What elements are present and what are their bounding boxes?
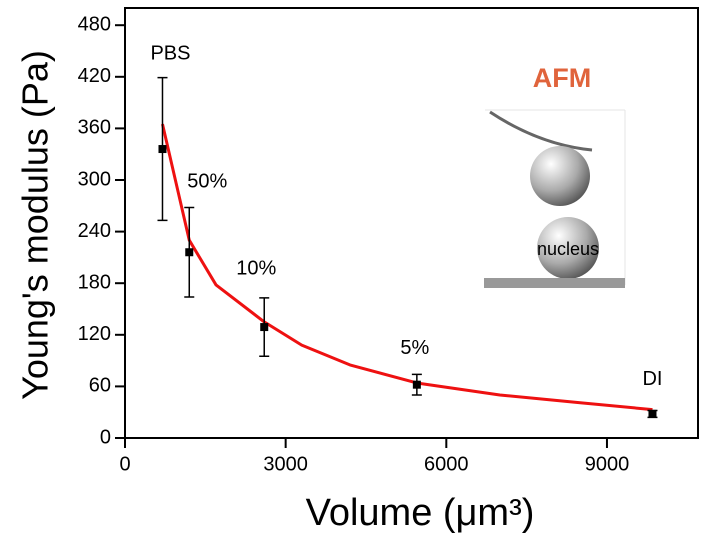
y-tick-label: 120 (78, 323, 111, 345)
probe-sphere (530, 146, 590, 206)
y-axis-label: Young's modulus (Pa) (15, 50, 56, 400)
y-tick-label: 420 (78, 65, 111, 87)
nucleus-sphere (537, 217, 599, 279)
fit-curve (161, 123, 653, 412)
point-label: PBS (150, 42, 190, 64)
x-tick-label: 6000 (424, 453, 469, 475)
point-label: DI (642, 368, 662, 390)
y-tick-label: 300 (78, 168, 111, 190)
x-tick-label: 3000 (263, 453, 308, 475)
inset-label: nucleus (537, 239, 599, 259)
plot-frame (124, 7, 699, 439)
point-label: 5% (400, 337, 429, 359)
cantilever (489, 110, 593, 152)
point-label: 50% (187, 171, 227, 193)
x-tick-label: 9000 (585, 453, 630, 475)
data-point (412, 380, 421, 389)
y-tick-label: 60 (89, 375, 111, 397)
x-tick-label: 0 (119, 453, 130, 475)
y-tick-label: 480 (78, 13, 111, 35)
data-point (260, 323, 269, 332)
data-point (185, 248, 194, 257)
inset: nucleus AFM (484, 63, 626, 288)
point-label: 10% (236, 257, 276, 279)
x-axis-label: Volume (μm³) (306, 492, 535, 534)
y-tick-label: 0 (100, 426, 111, 448)
data-point (648, 409, 657, 418)
inset-title: AFM (533, 63, 591, 93)
data-point (158, 145, 167, 154)
y-tick-label: 240 (78, 220, 111, 242)
y-tick-label: 180 (78, 271, 111, 293)
y-tick-label: 360 (78, 117, 111, 139)
substrate (484, 278, 625, 288)
